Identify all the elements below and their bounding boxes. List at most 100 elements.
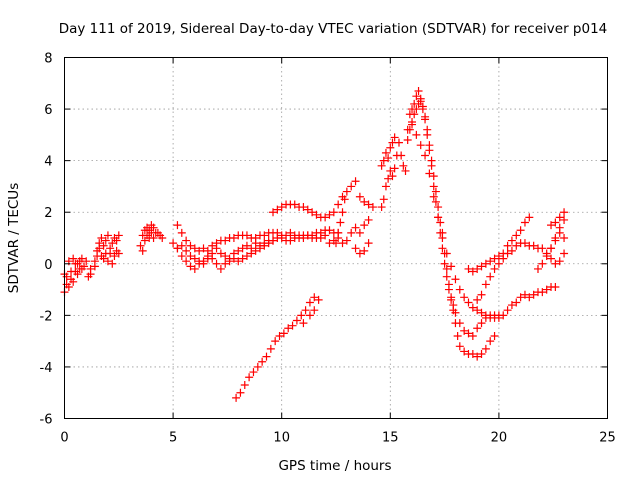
data-point-plus-marker <box>321 231 330 240</box>
y-tick-label: 6 <box>44 103 52 118</box>
data-point-plus-marker <box>512 241 521 250</box>
data-point-plus-marker <box>229 254 238 263</box>
data-point-plus-marker <box>538 259 547 268</box>
data-point-plus-marker <box>203 252 212 261</box>
data-point-plus-marker <box>247 249 256 258</box>
data-point-plus-marker <box>477 308 486 317</box>
data-point-plus-marker <box>512 298 521 307</box>
data-point-plus-marker <box>301 306 310 315</box>
data-point-plus-marker <box>173 244 182 253</box>
data-point-plus-marker <box>538 288 547 297</box>
data-point-plus-marker <box>364 200 373 209</box>
series-track-q <box>473 228 569 304</box>
data-point-plus-marker <box>529 241 538 250</box>
data-point-plus-marker <box>490 264 499 273</box>
data-point-plus-marker <box>414 87 423 96</box>
data-point-plus-marker <box>277 203 286 212</box>
x-tick-label: 5 <box>169 431 177 446</box>
data-point-plus-marker <box>499 254 508 263</box>
data-point-plus-marker <box>477 350 486 359</box>
data-point-plus-marker <box>551 218 560 227</box>
data-point-plus-marker <box>308 208 317 217</box>
data-point-plus-marker <box>360 221 369 230</box>
data-point-plus-marker <box>464 264 473 273</box>
data-point-plus-marker <box>507 301 516 310</box>
data-point-plus-marker <box>481 259 490 268</box>
data-point-plus-marker <box>486 257 495 266</box>
data-point-plus-marker <box>494 259 503 268</box>
data-point-plus-marker <box>451 275 460 284</box>
data-point-plus-marker <box>477 319 486 328</box>
data-point-plus-marker <box>444 285 453 294</box>
data-point-plus-marker <box>377 203 386 212</box>
data-point-plus-marker <box>473 295 482 304</box>
data-point-plus-marker <box>421 115 430 124</box>
data-point-plus-marker <box>249 368 258 377</box>
data-point-plus-marker <box>429 172 438 181</box>
data-point-plus-marker <box>338 239 347 248</box>
data-point-plus-marker <box>431 197 440 206</box>
data-point-plus-marker <box>299 319 308 328</box>
data-point-plus-marker <box>490 254 499 263</box>
data-point-plus-marker <box>351 177 360 186</box>
data-point-plus-marker <box>364 239 373 248</box>
series-track-p <box>464 213 534 276</box>
series-track-o <box>403 120 503 322</box>
data-point-plus-marker <box>64 282 73 291</box>
y-axis-label: SDTVAR / TECUs <box>6 183 22 293</box>
data-point-plus-marker <box>503 306 512 315</box>
data-point-plus-marker <box>410 99 419 108</box>
data-point-plus-marker <box>229 234 238 242</box>
data-point-plus-marker <box>423 130 432 139</box>
data-point-plus-marker <box>106 249 115 258</box>
data-point-plus-marker <box>436 218 445 227</box>
data-point-plus-marker <box>288 321 297 330</box>
data-point-plus-marker <box>147 228 156 237</box>
data-point-plus-marker <box>269 208 278 217</box>
data-series-layer <box>60 87 569 402</box>
data-point-plus-marker <box>360 246 369 255</box>
data-point-plus-marker <box>529 290 538 299</box>
data-point-plus-marker <box>299 203 308 212</box>
data-point-plus-marker <box>381 148 390 157</box>
data-point-plus-marker <box>240 380 249 389</box>
data-point-plus-marker <box>403 136 412 145</box>
data-point-plus-marker <box>242 241 251 250</box>
y-tick-label: 8 <box>44 52 52 67</box>
data-point-plus-marker <box>303 205 312 214</box>
data-point-plus-marker <box>386 166 395 175</box>
data-point-plus-marker <box>473 324 482 333</box>
data-point-plus-marker <box>279 329 288 338</box>
data-point-plus-marker <box>77 264 86 273</box>
data-point-plus-marker <box>216 249 225 258</box>
data-point-plus-marker <box>310 306 319 315</box>
data-point-plus-marker <box>490 331 499 340</box>
data-point-plus-marker <box>186 262 195 271</box>
data-point-plus-marker <box>277 234 286 242</box>
data-point-plus-marker <box>520 239 529 248</box>
y-tick-label: 0 <box>44 258 52 273</box>
data-point-plus-marker <box>338 208 347 217</box>
data-point-plus-marker <box>258 357 267 366</box>
data-point-plus-marker <box>149 223 158 232</box>
series-track-l <box>377 133 410 212</box>
data-point-plus-marker <box>325 239 334 248</box>
data-point-plus-marker <box>481 311 490 320</box>
data-point-plus-marker <box>408 105 417 114</box>
data-point-plus-marker <box>412 92 421 101</box>
series-track-j <box>325 215 373 258</box>
data-point-plus-marker <box>464 298 473 307</box>
data-point-plus-marker <box>232 393 241 402</box>
data-point-plus-marker <box>182 246 191 255</box>
data-point-plus-marker <box>177 252 186 261</box>
data-point-plus-marker <box>103 231 112 240</box>
data-point-plus-marker <box>481 280 490 289</box>
data-point-plus-marker <box>560 234 569 242</box>
data-point-plus-marker <box>284 324 293 333</box>
data-point-plus-marker <box>455 319 464 328</box>
axis-ticks-layer: 0 5 10 15 20 25 -6 -4 -2 0 2 4 6 8 <box>40 52 616 446</box>
data-point-plus-marker <box>95 244 104 253</box>
data-point-plus-marker <box>551 259 560 268</box>
data-point-plus-marker <box>421 151 430 160</box>
